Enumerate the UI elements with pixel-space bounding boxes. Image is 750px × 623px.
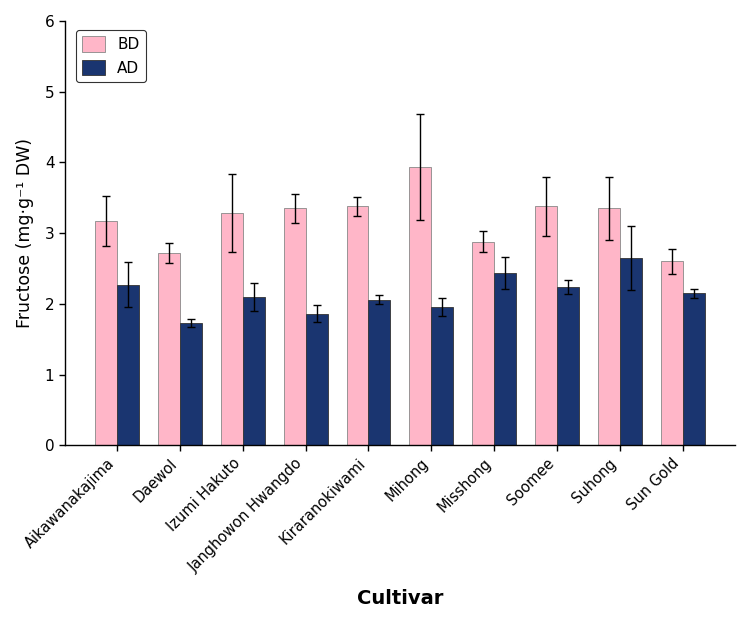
Bar <box>368 300 391 445</box>
Legend: BD, AD: BD, AD <box>76 30 146 82</box>
Bar <box>598 209 619 445</box>
Bar <box>243 297 265 445</box>
Bar <box>472 242 494 445</box>
Bar <box>346 206 368 445</box>
Y-axis label: Fructose (mg·g⁻¹ DW): Fructose (mg·g⁻¹ DW) <box>16 138 34 328</box>
Bar <box>221 214 243 445</box>
Bar <box>661 262 682 445</box>
Bar <box>284 209 306 445</box>
Bar <box>410 168 431 445</box>
Bar <box>158 253 180 445</box>
Bar <box>95 221 117 445</box>
Bar <box>557 287 579 445</box>
X-axis label: Cultivar: Cultivar <box>357 589 443 608</box>
Bar <box>431 307 453 445</box>
Bar <box>620 258 642 445</box>
Bar <box>117 285 140 445</box>
Bar <box>494 273 516 445</box>
Bar <box>535 206 557 445</box>
Bar <box>306 314 328 445</box>
Bar <box>180 323 202 445</box>
Bar <box>682 293 704 445</box>
